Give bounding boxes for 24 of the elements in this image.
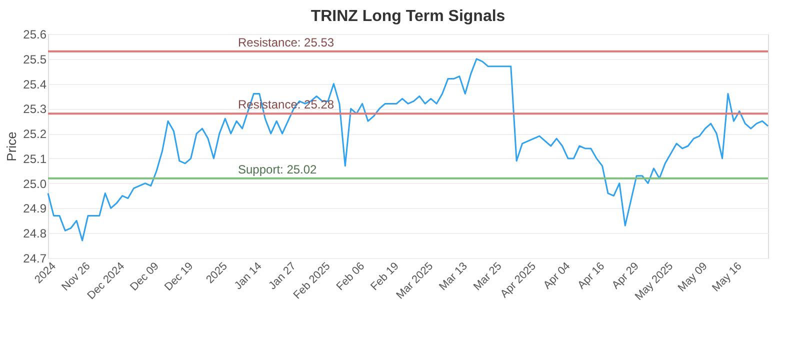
x-tick-label: May 09 [676, 260, 710, 294]
x-tick-label: Apr 16 [576, 260, 608, 292]
x-tick-label: Dec 09 [128, 260, 162, 294]
y-tick-label: 24.7 [23, 252, 47, 266]
x-tick-label: Mar 13 [437, 260, 470, 293]
line-series [47, 58, 769, 242]
x-tick-label: Apr 04 [541, 260, 573, 292]
y-tick-label: 25.6 [23, 28, 47, 42]
y-tick-label: 25.2 [23, 127, 47, 142]
y-tick-label: 25.1 [23, 152, 47, 166]
y-tick-label: 25.0 [23, 176, 47, 191]
y-tick-label: 24.9 [23, 202, 47, 216]
y-tick-label: 25.4 [23, 77, 47, 92]
x-tick-label: May 16 [710, 260, 744, 294]
x-tick-label: Dec 19 [162, 260, 196, 294]
y-tick-label: 25.3 [23, 102, 47, 116]
y-tick-label: 25.5 [23, 52, 47, 66]
x-tick-label: Jan 14 [232, 260, 264, 292]
x-tick-label: Feb 06 [334, 260, 368, 293]
y-axis-title: Price [4, 132, 20, 162]
ref-line-label: Resistance: 25.53 [238, 35, 334, 50]
y-tick-label: 24.8 [23, 226, 47, 241]
ref-line-label: Support: 25.02 [238, 162, 318, 176]
chart-title: TRINZ Long Term Signals [310, 8, 506, 25]
